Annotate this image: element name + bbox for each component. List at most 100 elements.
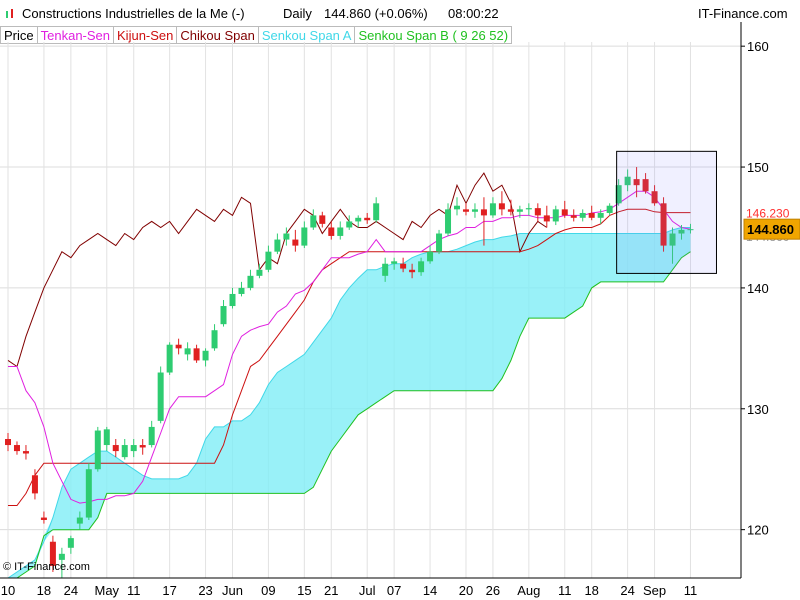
candle-body [184, 348, 191, 355]
candle-body [579, 212, 586, 218]
chart-period: Daily [283, 6, 312, 21]
chart-title: Constructions Industrielles de la Me (-) [22, 6, 245, 21]
x-tick-label: 07 [387, 583, 401, 598]
x-axis: 10 18 24 May 11 17 23 Jun 09 15 21 Jul 07 14 20 26 Aug 11… [0, 577, 741, 598]
chart-header: Constructions Industrielles de la Me (-)… [0, 0, 800, 26]
candle-body [85, 469, 92, 518]
candle-body [418, 261, 425, 273]
candle-body [678, 229, 685, 234]
senkou-b-line [8, 251, 691, 579]
candle-body [337, 227, 344, 236]
candle-body [319, 215, 326, 224]
y-tick-label: 130 [747, 402, 769, 417]
kijun-value-label: 146.230 [746, 207, 790, 221]
candle-body [606, 205, 613, 213]
candle-body [615, 185, 622, 204]
brand-name: IT-Finance.com [698, 6, 788, 21]
candle-body [534, 208, 541, 216]
candle-body [238, 287, 245, 294]
chart-quote: 144.860 (+0.06%) [324, 6, 428, 21]
candle-body [22, 451, 29, 454]
candle-body [301, 227, 308, 246]
legend-kijun: Kijun-Sen [114, 26, 178, 44]
candle-body [265, 251, 272, 270]
candle-body [220, 306, 227, 325]
x-tick-label: 11 [558, 583, 572, 598]
chikou-line [7, 172, 548, 368]
x-tick-label: Aug [517, 583, 540, 598]
candle-body [597, 212, 604, 218]
candle-body [13, 445, 20, 452]
candle-body [382, 263, 389, 276]
candle-body [480, 209, 487, 216]
candle-body [624, 176, 631, 186]
candle-body [400, 263, 407, 269]
candle-body [498, 203, 505, 210]
x-tick-label: 11 [127, 583, 141, 598]
x-tick-label: 17 [162, 583, 176, 598]
y-axis: 120 130 140 150 160 [740, 22, 769, 578]
candle-body [462, 209, 469, 212]
candle-body [543, 215, 550, 222]
indicator-legend: Price Tenkan-Sen Kijun-Sen Chikou Span S… [0, 26, 513, 44]
candle-body [166, 344, 173, 373]
candle-body [49, 541, 56, 566]
candle-body [454, 205, 460, 210]
x-tick-label: 11 [684, 583, 698, 598]
x-tick-label: 15 [297, 583, 311, 598]
candle-body [175, 344, 182, 349]
candle-body [588, 212, 595, 218]
candle-body [139, 445, 146, 448]
x-tick-label: Jul [359, 583, 376, 598]
candle-body [328, 227, 335, 236]
candle-body [274, 239, 281, 252]
candle-body [409, 269, 416, 273]
legend-senkou-b: Senkou Span B ( 9 26 52) [355, 26, 513, 44]
candle-body [58, 553, 65, 560]
y-tick-label: 160 [747, 39, 769, 54]
candle-body [427, 251, 434, 262]
x-tick-label: 18 [584, 583, 598, 598]
candle-body [211, 330, 218, 349]
candlesticks [5, 150, 717, 578]
candle-body [471, 209, 478, 212]
candle-body [660, 203, 667, 246]
x-tick-label: Jun [222, 583, 243, 598]
y-tick-label: 120 [747, 523, 769, 538]
legend-tenkan: Tenkan-Sen [37, 26, 115, 44]
candle-body [391, 261, 398, 264]
candle-body [283, 233, 290, 240]
candle-body [94, 430, 101, 470]
x-tick-label: 18 [37, 583, 51, 598]
x-tick-label: 26 [486, 583, 500, 598]
copyright-text: © IT-Finance.com [3, 561, 90, 573]
highlight-box [616, 150, 717, 274]
candle-body [5, 439, 11, 446]
x-tick-label: Sep [643, 583, 666, 598]
candle-body [561, 209, 568, 216]
x-tick-label: 24 [620, 583, 634, 598]
kijun-line [8, 208, 691, 506]
legend-chikou: Chikou Span [177, 26, 259, 44]
candle-body [642, 179, 649, 192]
ichimoku-cloud [8, 227, 691, 578]
x-tick-label: 20 [459, 583, 473, 598]
candle-body [292, 239, 299, 246]
candle-body [256, 269, 263, 276]
candle-body [247, 275, 254, 288]
x-tick-label: May [94, 583, 119, 598]
y-tick-label: 150 [747, 160, 769, 175]
candle-body [687, 229, 694, 231]
candle-body [157, 372, 164, 421]
candle-body [355, 217, 362, 222]
y-tick-label: 140 [747, 281, 769, 296]
x-tick-label: 10 [1, 583, 15, 598]
candle-body [310, 215, 317, 228]
candle-body [346, 221, 353, 228]
candle-body [364, 217, 371, 221]
x-tick-label: 24 [64, 583, 78, 598]
cloud-area [8, 227, 691, 578]
chart-time: 08:00:22 [448, 6, 499, 21]
